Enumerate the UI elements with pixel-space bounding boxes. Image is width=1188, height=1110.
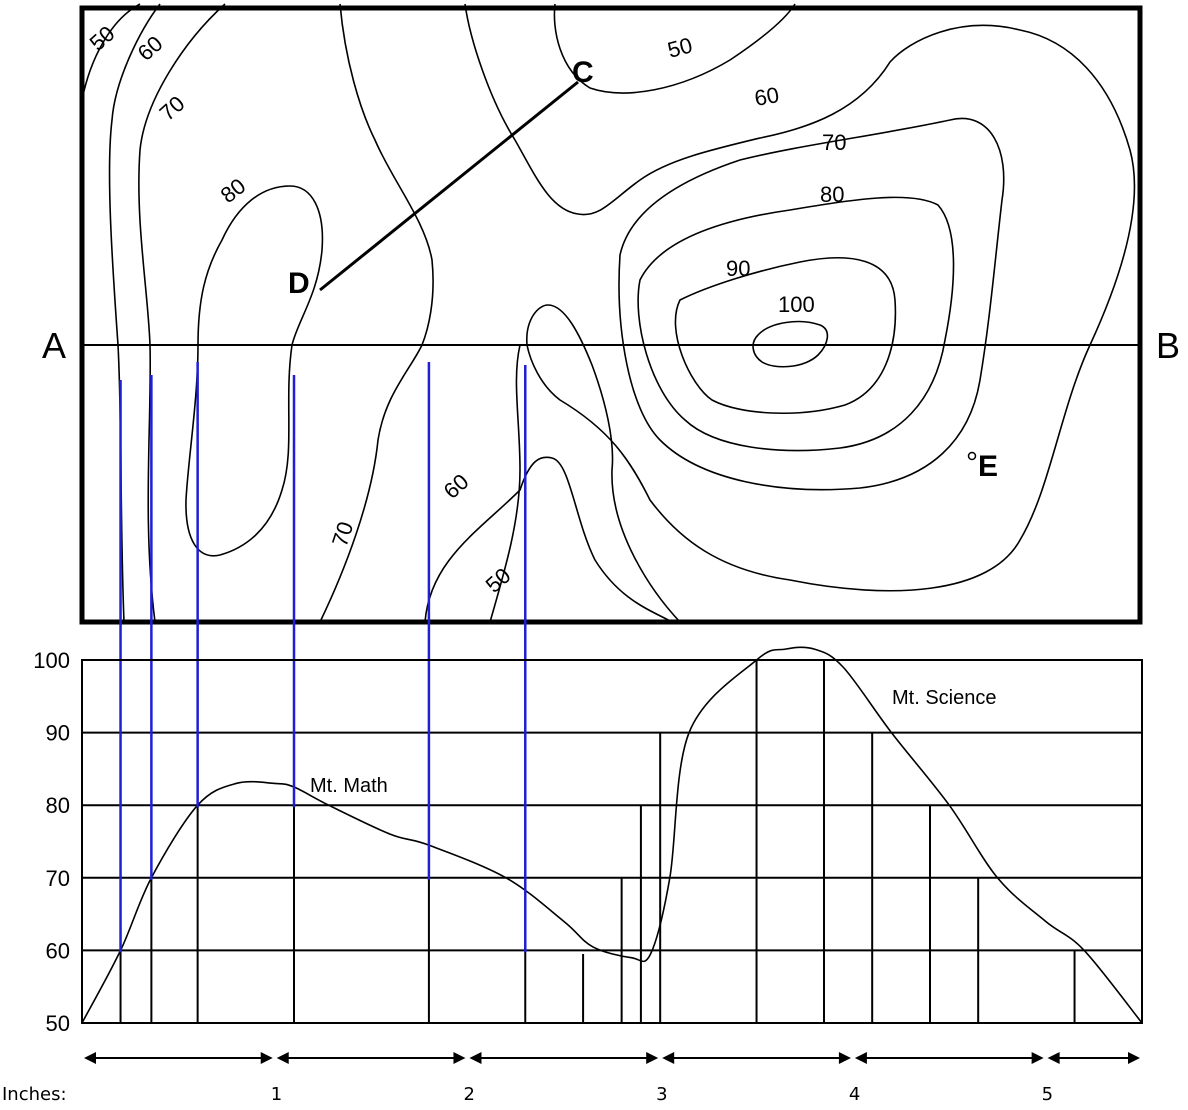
inch-tick-labels: 1 2 3 4 5: [271, 1084, 1053, 1105]
contour-mid-50: [553, 3, 796, 94]
contour-mt-science-80: [637, 196, 955, 452]
scale-arrowhead-left-3: [469, 1052, 482, 1064]
profile-elevation-line: [81, 646, 1143, 1024]
contour-mt-math-80: [185, 185, 324, 557]
scale-arrowhead-left-1: [84, 1052, 96, 1064]
scale-arrowhead-right-3: [646, 1052, 659, 1064]
mt-science-label: Mt. Science: [892, 687, 996, 709]
inch-tick-label-4: 4: [849, 1084, 860, 1105]
contour-lower-50: [489, 344, 521, 623]
inch-scale: Inches: 1 2 3 4 5: [2, 1052, 1140, 1105]
inch-scale-label: Inches:: [2, 1084, 67, 1105]
contour-label-ul-80: 80: [216, 173, 251, 208]
y-tick-label-70: 70: [46, 866, 70, 891]
inch-scale-arrows: [84, 1052, 1140, 1064]
y-tick-label-100: 100: [33, 648, 70, 673]
profile-chart: 100 90 80 70 60 50 Mt. Math Mt. Science: [33, 362, 1143, 1036]
y-tick-label-60: 60: [46, 938, 70, 963]
scale-arrowhead-right-6: [1128, 1052, 1140, 1064]
inch-tick-label-1: 1: [271, 1084, 282, 1105]
y-tick-label-50: 50: [46, 1011, 70, 1036]
scale-arrowhead-left-4: [662, 1052, 675, 1064]
contour-label-top-50: 50: [665, 32, 695, 62]
point-e-marker: [967, 451, 977, 461]
mt-math-label: Mt. Math: [310, 775, 388, 797]
contour-mt-science-100: [752, 320, 829, 368]
contour-mid-60: [464, 3, 1136, 623]
point-c-label: C: [572, 56, 594, 89]
contour-label-lower-70: 70: [327, 519, 358, 550]
contour-label-right-100: 100: [778, 292, 815, 317]
scale-arrowhead-left-2: [276, 1052, 289, 1064]
contour-label-right-80: 80: [820, 182, 844, 207]
contour-lines: [81, 3, 1136, 623]
contour-lower-60: [424, 456, 673, 623]
scale-arrowhead-left-6: [1047, 1052, 1060, 1064]
profile-drop-lines: [119, 660, 1076, 1023]
inch-tick-label-2: 2: [463, 1084, 474, 1105]
profile-gridlines: [82, 659, 1142, 1024]
contour-label-right-70: 70: [822, 130, 846, 155]
scale-arrowhead-right-1: [260, 1052, 273, 1064]
y-tick-label-80: 80: [46, 793, 70, 818]
contour-label-right-60: 60: [753, 82, 781, 111]
contour-label-ul-70: 70: [155, 91, 190, 126]
map-frame: [79, 5, 1143, 625]
endpoint-b-label: B: [1156, 325, 1180, 366]
contour-label-lower-60: 60: [439, 469, 474, 504]
scale-arrowhead-left-5: [854, 1052, 867, 1064]
scale-arrowhead-right-2: [453, 1052, 466, 1064]
line-cd: [319, 80, 579, 292]
point-e-label: E: [978, 450, 998, 483]
contour-label-ul-60: 60: [133, 31, 168, 66]
inch-tick-label-3: 3: [656, 1084, 667, 1105]
y-tick-label-90: 90: [46, 721, 70, 746]
contour-label-right-90: 90: [726, 256, 750, 281]
profile-y-tick-labels: 100 90 80 70 60 50: [33, 648, 70, 1036]
profile-frame: [81, 659, 1143, 1024]
endpoint-a-label: A: [42, 325, 66, 366]
point-d-label: D: [288, 267, 310, 300]
contour-ul-70: [138, 3, 226, 623]
contour-mt-science-90: [674, 257, 897, 415]
contour-mid-70: [319, 3, 434, 623]
inch-tick-label-5: 5: [1042, 1084, 1053, 1105]
contour-mt-science-70: [618, 117, 1005, 491]
contour-label-lower-50: 50: [481, 563, 516, 598]
projection-lines: [119, 362, 527, 953]
scale-arrowhead-right-4: [838, 1052, 851, 1064]
scale-arrowhead-right-5: [1031, 1052, 1044, 1064]
